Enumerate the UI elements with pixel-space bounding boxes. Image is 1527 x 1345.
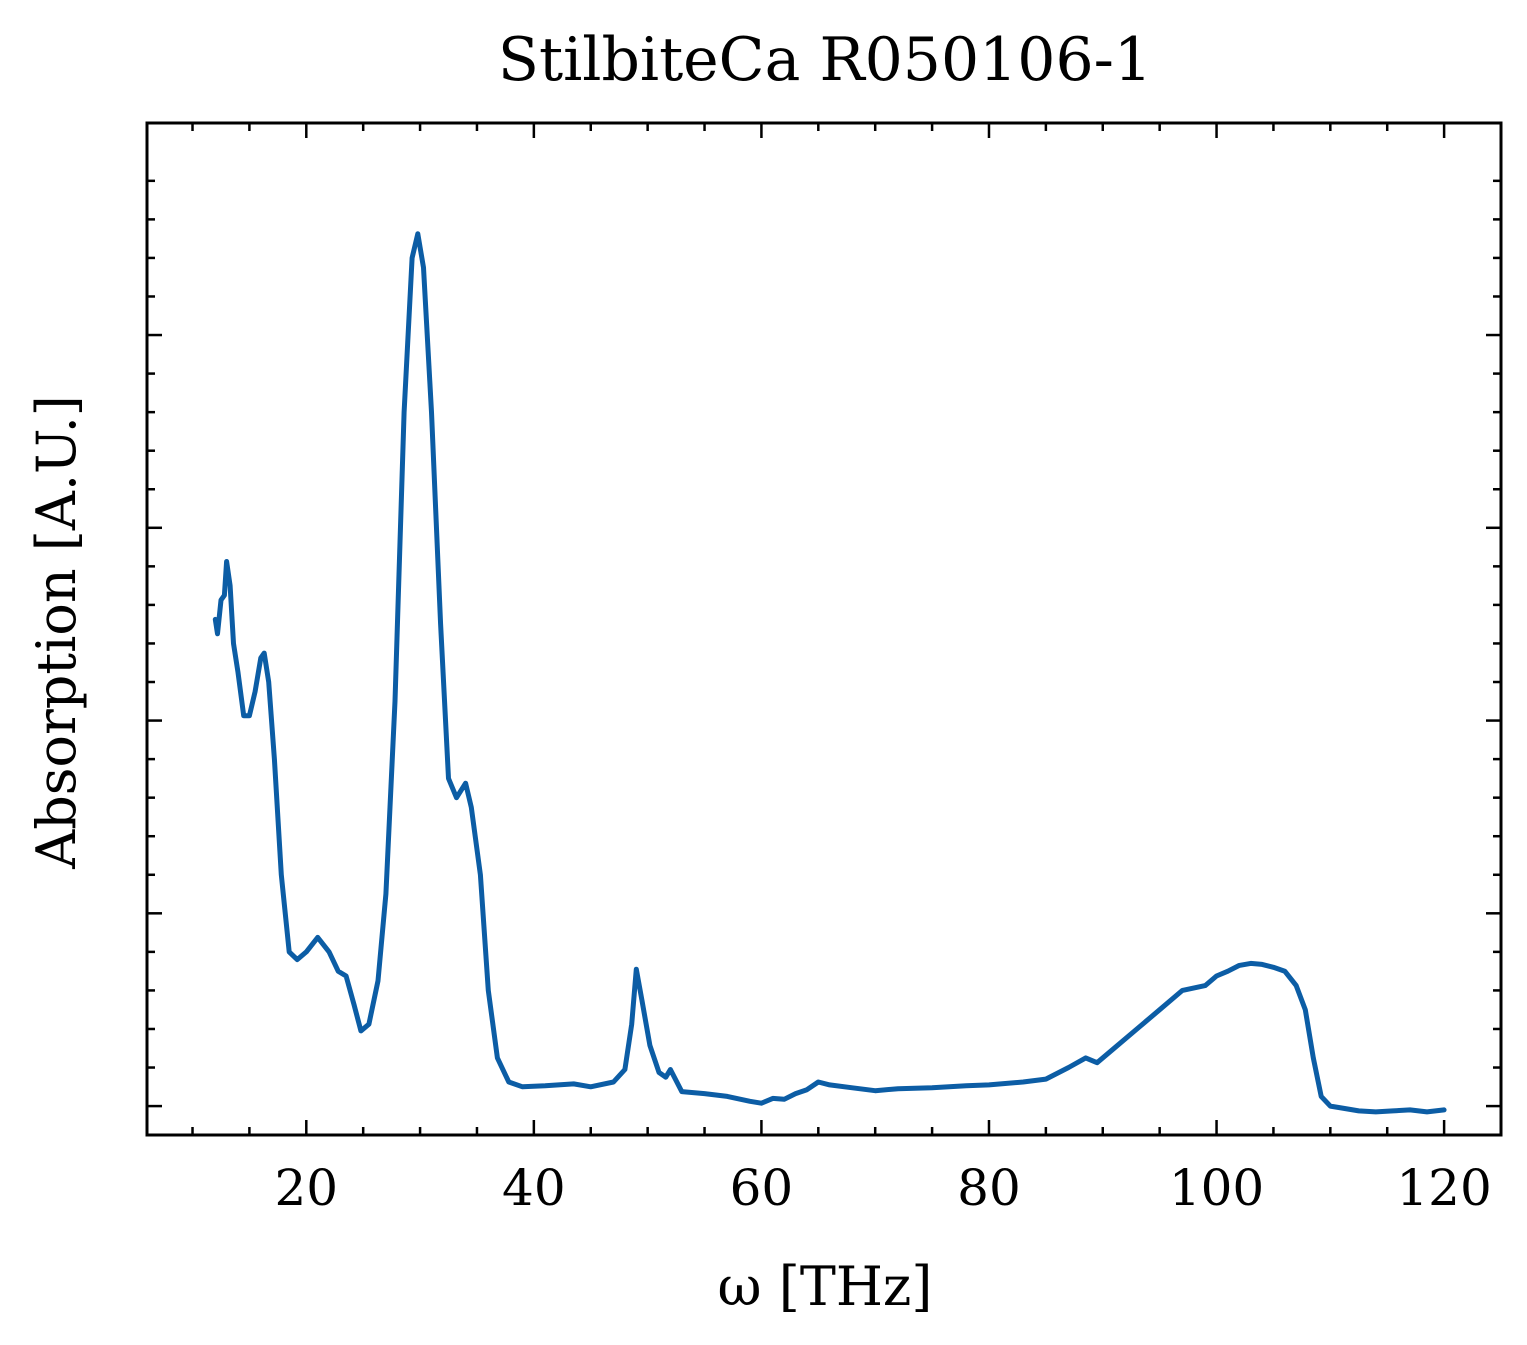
absorption-series-line xyxy=(212,231,1447,1115)
x-tick-label: 60 xyxy=(730,1159,794,1217)
y-axis-label: Absorption [A.U.] xyxy=(25,395,88,870)
plot-frame xyxy=(145,121,1503,1137)
x-tick-label: 80 xyxy=(957,1159,1021,1217)
chart-title: StilbiteCa R050106-1 xyxy=(498,25,1152,95)
x-tick-label: 40 xyxy=(502,1159,566,1217)
x-axis-label: ω [THz] xyxy=(718,1255,933,1318)
x-tick-label: 120 xyxy=(1396,1159,1491,1217)
x-tick-label: 100 xyxy=(1169,1159,1264,1217)
x-tick-labels: 20 40 60 80 100 120 xyxy=(274,1159,1491,1217)
x-tick-label: 20 xyxy=(274,1159,338,1217)
